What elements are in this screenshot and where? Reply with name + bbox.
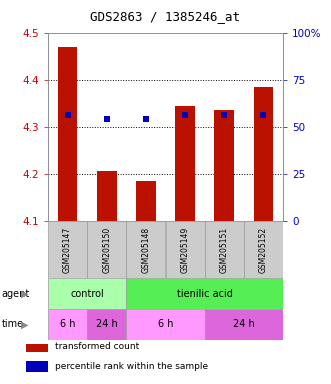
Bar: [126, 221, 166, 278]
Bar: [166, 221, 205, 278]
Bar: [136, 181, 156, 221]
Bar: [87, 309, 126, 340]
Bar: [58, 47, 77, 221]
Bar: [26, 341, 48, 352]
Text: time: time: [2, 319, 24, 329]
Bar: [126, 309, 205, 340]
Bar: [48, 309, 87, 340]
Text: GSM205148: GSM205148: [141, 227, 150, 273]
Text: GSM205151: GSM205151: [220, 227, 229, 273]
Bar: [205, 221, 244, 278]
Text: control: control: [70, 289, 104, 299]
Bar: [214, 110, 234, 221]
Text: ▶: ▶: [21, 289, 28, 299]
Text: 24 h: 24 h: [96, 319, 118, 329]
Text: GSM205149: GSM205149: [181, 227, 190, 273]
Text: 6 h: 6 h: [158, 319, 173, 329]
Bar: [26, 361, 48, 372]
Bar: [126, 278, 283, 309]
Bar: [205, 309, 283, 340]
Bar: [97, 171, 117, 221]
Text: 6 h: 6 h: [60, 319, 75, 329]
Bar: [244, 221, 283, 278]
Text: 24 h: 24 h: [233, 319, 255, 329]
Text: GSM205147: GSM205147: [63, 227, 72, 273]
Text: percentile rank within the sample: percentile rank within the sample: [55, 362, 208, 371]
Bar: [254, 87, 273, 221]
Bar: [175, 106, 195, 221]
Text: tienilic acid: tienilic acid: [177, 289, 233, 299]
Bar: [48, 221, 87, 278]
Text: GSM205150: GSM205150: [102, 227, 111, 273]
Text: agent: agent: [2, 289, 30, 299]
Text: GDS2863 / 1385246_at: GDS2863 / 1385246_at: [90, 10, 241, 23]
Bar: [48, 278, 126, 309]
Text: transformed count: transformed count: [55, 342, 139, 351]
Text: ▶: ▶: [21, 319, 28, 329]
Text: GSM205152: GSM205152: [259, 227, 268, 273]
Bar: [87, 221, 126, 278]
